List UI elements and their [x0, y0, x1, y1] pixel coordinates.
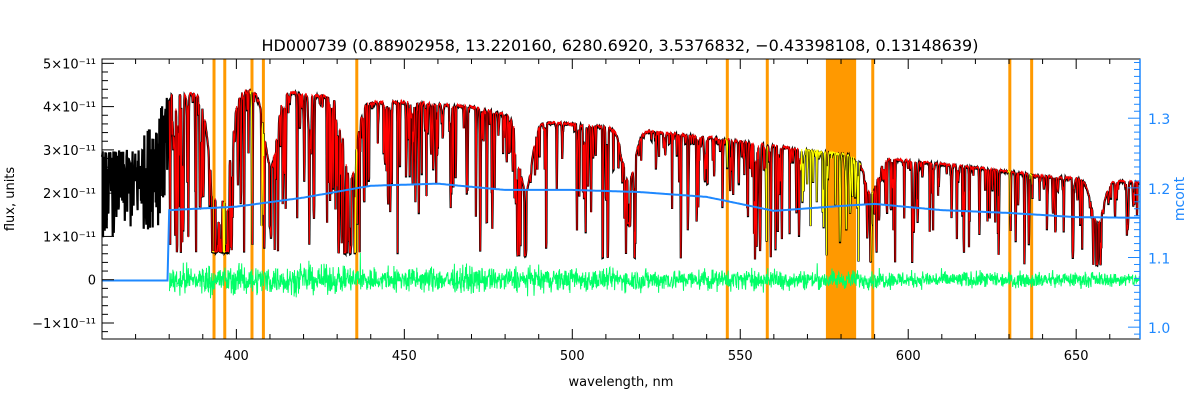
model-flux-line: [169, 92, 212, 252]
residual-line: [169, 253, 1139, 299]
y-tick-labels: −1×10⁻¹¹ 0 1×10⁻¹¹ 2×10⁻¹¹ 3×10⁻¹¹ 4×10⁻…: [32, 57, 96, 332]
y-tick-label: 3×10⁻¹¹: [43, 144, 96, 159]
y2-tick-labels: 1.0 1.1 1.2 1.3: [1148, 112, 1170, 337]
x-tick-label: 650: [1064, 349, 1089, 364]
model-flux-line: [357, 101, 725, 258]
mcont-line: [102, 184, 1140, 281]
model-flux-line: [1010, 171, 1030, 263]
model-flux-line: [1032, 175, 1140, 265]
x-axis-label: wavelength, nm: [569, 375, 674, 390]
y2-tick-label: 1.2: [1148, 182, 1170, 198]
observed-flux-line: [102, 91, 1140, 265]
y-axis-label: flux, units: [3, 167, 18, 232]
masked-region: [726, 59, 729, 339]
x-tick-label: 600: [896, 349, 921, 364]
x-tick-label: 500: [560, 349, 585, 364]
x-tick-label: 450: [392, 349, 417, 364]
y2-axis-label: mcont: [1172, 176, 1188, 221]
y-tick-label: 0: [88, 274, 96, 289]
series-layer: [102, 89, 1140, 298]
model-flux-line: [264, 91, 355, 253]
x-tick-labels: 400 450 500 550 600 650: [224, 349, 1089, 364]
y2-tick-label: 1.0: [1148, 321, 1170, 337]
y-tick-label: 4×10⁻¹¹: [43, 101, 96, 116]
masked-region: [223, 59, 226, 339]
x-tick-label: 400: [224, 349, 249, 364]
x-tick-label: 550: [728, 349, 753, 364]
y-tick-label: 2×10⁻¹¹: [43, 187, 96, 202]
y2-tick-label: 1.3: [1148, 112, 1170, 128]
chart-title: HD000739 (0.88902958, 13.220160, 6280.69…: [262, 36, 979, 55]
y-tick-label: −1×10⁻¹¹: [32, 317, 96, 332]
y2-tick-label: 1.1: [1148, 252, 1170, 268]
y-tick-label: 5×10⁻¹¹: [43, 57, 96, 72]
y-tick-label: 1×10⁻¹¹: [43, 230, 96, 245]
